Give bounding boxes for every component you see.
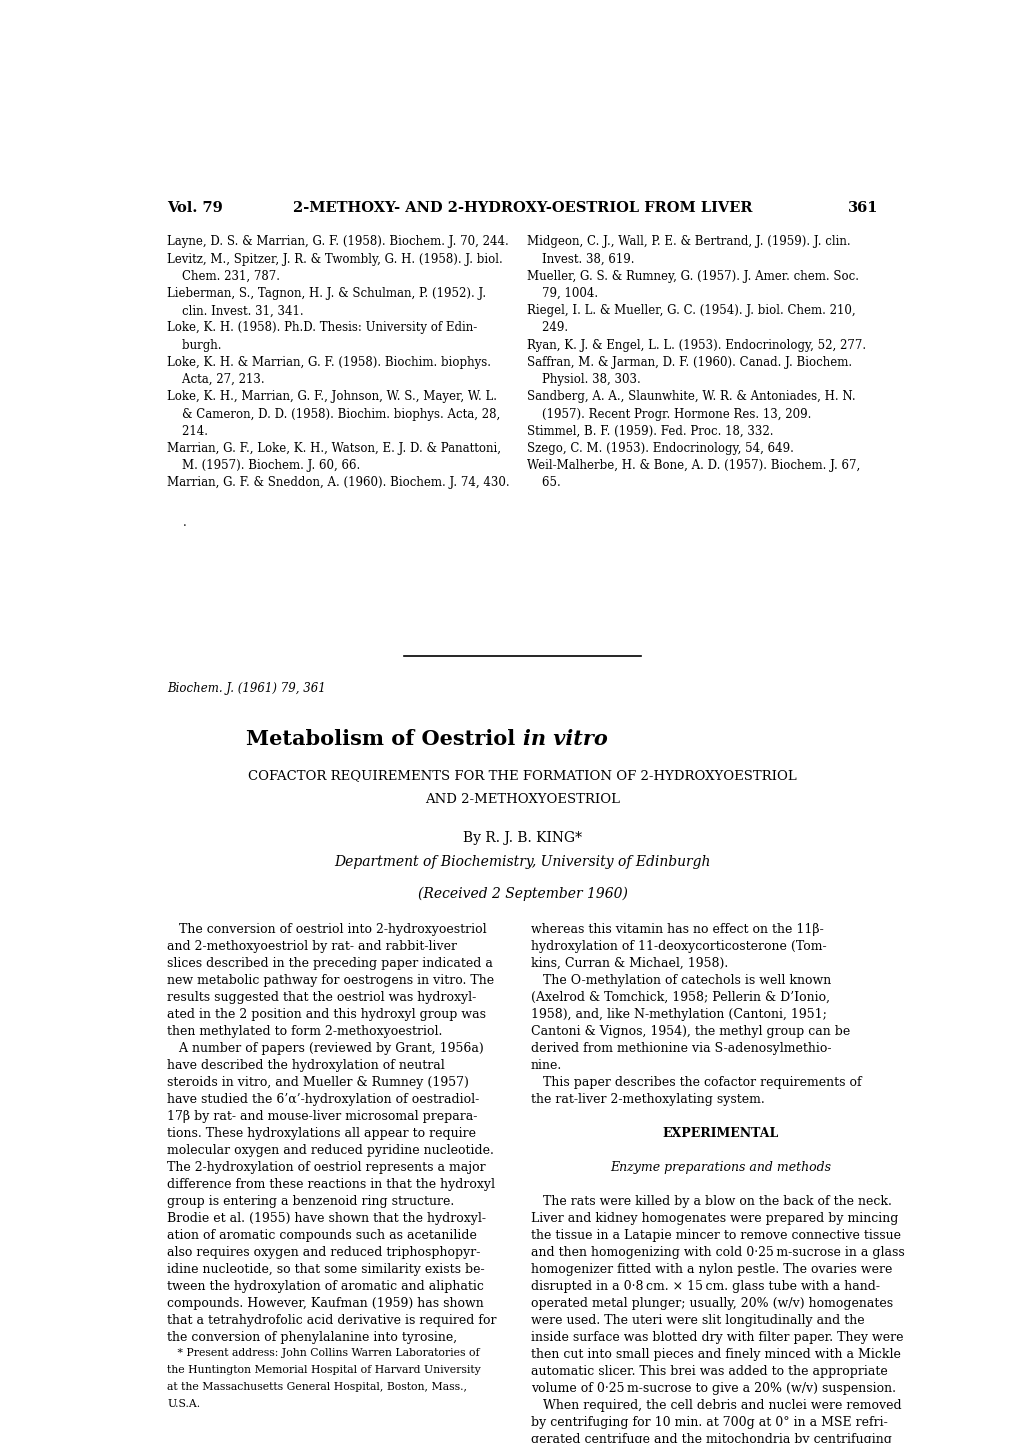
Text: idine nucleotide, so that some similarity exists be-: idine nucleotide, so that some similarit… xyxy=(167,1263,484,1276)
Text: Enzyme preparations and methods: Enzyme preparations and methods xyxy=(609,1162,830,1175)
Text: ated in the 2 position and this hydroxyl group was: ated in the 2 position and this hydroxyl… xyxy=(167,1009,485,1022)
Text: Levitz, M., Spitzer, J. R. & Twombly, G. H. (1958). J. biol.: Levitz, M., Spitzer, J. R. & Twombly, G.… xyxy=(167,253,502,266)
Text: kins, Curran & Michael, 1958).: kins, Curran & Michael, 1958). xyxy=(530,957,728,970)
Text: M. (1957). Biochem. J. 60, 66.: M. (1957). Biochem. J. 60, 66. xyxy=(167,459,360,472)
Text: The 2-hydroxylation of oestriol represents a major: The 2-hydroxylation of oestriol represen… xyxy=(167,1162,485,1175)
Text: Invest. 38, 619.: Invest. 38, 619. xyxy=(526,253,634,266)
Text: When required, the cell debris and nuclei were removed: When required, the cell debris and nucle… xyxy=(530,1400,901,1413)
Text: Sandberg, A. A., Slaunwhite, W. R. & Antoniades, H. N.: Sandberg, A. A., Slaunwhite, W. R. & Ant… xyxy=(526,391,855,404)
Text: Stimmel, B. F. (1959). Fed. Proc. 18, 332.: Stimmel, B. F. (1959). Fed. Proc. 18, 33… xyxy=(526,424,772,437)
Text: Szego, C. M. (1953). Endocrinology, 54, 649.: Szego, C. M. (1953). Endocrinology, 54, … xyxy=(526,442,793,455)
Text: Marrian, G. F., Loke, K. H., Watson, E. J. D. & Panattoni,: Marrian, G. F., Loke, K. H., Watson, E. … xyxy=(167,442,500,455)
Text: 65.: 65. xyxy=(526,476,559,489)
Text: automatic slicer. This brei was added to the appropriate: automatic slicer. This brei was added to… xyxy=(530,1365,887,1378)
Text: Loke, K. H. & Marrian, G. F. (1958). Biochim. biophys.: Loke, K. H. & Marrian, G. F. (1958). Bio… xyxy=(167,356,490,369)
Text: Weil-Malherbe, H. & Bone, A. D. (1957). Biochem. J. 67,: Weil-Malherbe, H. & Bone, A. D. (1957). … xyxy=(526,459,859,472)
Text: by centrifuging for 10 min. at 700g at 0° in a MSE refri-: by centrifuging for 10 min. at 700g at 0… xyxy=(530,1416,887,1429)
Text: have studied the 6’α’-hydroxylation of oestradiol-: have studied the 6’α’-hydroxylation of o… xyxy=(167,1094,479,1107)
Text: the tissue in a Latapie mincer to remove connective tissue: the tissue in a Latapie mincer to remove… xyxy=(530,1229,900,1242)
Text: that a tetrahydrofolic acid derivative is required for: that a tetrahydrofolic acid derivative i… xyxy=(167,1315,496,1328)
Text: 214.: 214. xyxy=(167,424,208,437)
Text: ation of aromatic compounds such as acetanilide: ation of aromatic compounds such as acet… xyxy=(167,1229,477,1242)
Text: This paper describes the cofactor requirements of: This paper describes the cofactor requir… xyxy=(530,1076,860,1089)
Text: Physiol. 38, 303.: Physiol. 38, 303. xyxy=(526,374,640,387)
Text: Riegel, I. L. & Mueller, G. C. (1954). J. biol. Chem. 210,: Riegel, I. L. & Mueller, G. C. (1954). J… xyxy=(526,304,855,317)
Text: then cut into small pieces and finely minced with a Mickle: then cut into small pieces and finely mi… xyxy=(530,1348,900,1361)
Text: whereas this vitamin has no effect on the 11β-: whereas this vitamin has no effect on th… xyxy=(530,924,822,937)
Text: Midgeon, C. J., Wall, P. E. & Bertrand, J. (1959). J. clin.: Midgeon, C. J., Wall, P. E. & Bertrand, … xyxy=(526,235,850,248)
Text: (1957). Recent Progr. Hormone Res. 13, 209.: (1957). Recent Progr. Hormone Res. 13, 2… xyxy=(526,407,810,420)
Text: Vol. 79: Vol. 79 xyxy=(167,201,222,215)
Text: Metabolism of Oestriol: Metabolism of Oestriol xyxy=(246,729,522,749)
Text: clin. Invest. 31, 341.: clin. Invest. 31, 341. xyxy=(167,304,304,317)
Text: and then homogenizing with cold 0·25 m-sucrose in a glass: and then homogenizing with cold 0·25 m-s… xyxy=(530,1247,904,1260)
Text: Chem. 231, 787.: Chem. 231, 787. xyxy=(167,270,280,283)
Text: steroids in vitro, and Mueller & Rumney (1957): steroids in vitro, and Mueller & Rumney … xyxy=(167,1076,469,1089)
Text: Ryan, K. J. & Engel, L. L. (1953). Endocrinology, 52, 277.: Ryan, K. J. & Engel, L. L. (1953). Endoc… xyxy=(526,339,865,352)
Text: results suggested that the oestriol was hydroxyl-: results suggested that the oestriol was … xyxy=(167,991,476,1004)
Text: in vitro: in vitro xyxy=(522,729,607,749)
Text: AND 2-METHOXYOESTRIOL: AND 2-METHOXYOESTRIOL xyxy=(425,794,620,807)
Text: Marrian, G. F. & Sneddon, A. (1960). Biochem. J. 74, 430.: Marrian, G. F. & Sneddon, A. (1960). Bio… xyxy=(167,476,510,489)
Text: Loke, K. H., Marrian, G. F., Johnson, W. S., Mayer, W. L.: Loke, K. H., Marrian, G. F., Johnson, W.… xyxy=(167,391,496,404)
Text: group is entering a benzenoid ring structure.: group is entering a benzenoid ring struc… xyxy=(167,1195,453,1208)
Text: were used. The uteri were slit longitudinally and the: were used. The uteri were slit longitudi… xyxy=(530,1315,863,1328)
Text: EXPERIMENTAL: EXPERIMENTAL xyxy=(661,1127,777,1140)
Text: then methylated to form 2-methoxyoestriol.: then methylated to form 2-methoxyoestrio… xyxy=(167,1025,442,1038)
Text: 361: 361 xyxy=(847,201,877,215)
Text: Saffran, M. & Jarman, D. F. (1960). Canad. J. Biochem.: Saffran, M. & Jarman, D. F. (1960). Cana… xyxy=(526,356,851,369)
Text: hydroxylation of 11-deoxycorticosterone (Tom-: hydroxylation of 11-deoxycorticosterone … xyxy=(530,941,825,954)
Text: U.S.A.: U.S.A. xyxy=(167,1400,200,1410)
Text: inside surface was blotted dry with filter paper. They were: inside surface was blotted dry with filt… xyxy=(530,1330,902,1345)
Text: slices described in the preceding paper indicated a: slices described in the preceding paper … xyxy=(167,957,492,970)
Text: A number of papers (reviewed by Grant, 1956a): A number of papers (reviewed by Grant, 1… xyxy=(167,1042,483,1055)
Text: Mueller, G. S. & Rumney, G. (1957). J. Amer. chem. Soc.: Mueller, G. S. & Rumney, G. (1957). J. A… xyxy=(526,270,858,283)
Text: The conversion of oestriol into 2-hydroxyoestriol: The conversion of oestriol into 2-hydrox… xyxy=(167,924,486,937)
Text: the conversion of phenylalanine into tyrosine,: the conversion of phenylalanine into tyr… xyxy=(167,1330,457,1345)
Text: disrupted in a 0·8 cm. × 15 cm. glass tube with a hand-: disrupted in a 0·8 cm. × 15 cm. glass tu… xyxy=(530,1280,878,1293)
Text: 2-METHOXY- AND 2-HYDROXY-OESTRIOL FROM LIVER: 2-METHOXY- AND 2-HYDROXY-OESTRIOL FROM L… xyxy=(292,201,752,215)
Text: also requires oxygen and reduced triphosphopyr-: also requires oxygen and reduced triphos… xyxy=(167,1247,480,1260)
Text: By R. J. B. KING*: By R. J. B. KING* xyxy=(463,831,582,846)
Text: operated metal plunger; usually, 20% (w/v) homogenates: operated metal plunger; usually, 20% (w/… xyxy=(530,1297,892,1310)
Text: compounds. However, Kaufman (1959) has shown: compounds. However, Kaufman (1959) has s… xyxy=(167,1297,483,1310)
Text: and 2-methoxyoestriol by rat- and rabbit-liver: and 2-methoxyoestriol by rat- and rabbit… xyxy=(167,941,457,954)
Text: new metabolic pathway for oestrogens in vitro. The: new metabolic pathway for oestrogens in … xyxy=(167,974,493,987)
Text: Biochem. J. (1961) 79, 361: Biochem. J. (1961) 79, 361 xyxy=(167,683,325,696)
Text: 79, 1004.: 79, 1004. xyxy=(526,287,597,300)
Text: Department of Biochemistry, University of Edinburgh: Department of Biochemistry, University o… xyxy=(334,856,710,869)
Text: Lieberman, S., Tagnon, H. J. & Schulman, P. (1952). J.: Lieberman, S., Tagnon, H. J. & Schulman,… xyxy=(167,287,486,300)
Text: volume of 0·25 m-sucrose to give a 20% (w/v) suspension.: volume of 0·25 m-sucrose to give a 20% (… xyxy=(530,1382,895,1395)
Text: 17β by rat- and mouse-liver microsomal prepara-: 17β by rat- and mouse-liver microsomal p… xyxy=(167,1110,477,1123)
Text: homogenizer fitted with a nylon pestle. The ovaries were: homogenizer fitted with a nylon pestle. … xyxy=(530,1263,892,1276)
Text: Liver and kidney homogenates were prepared by mincing: Liver and kidney homogenates were prepar… xyxy=(530,1212,897,1225)
Text: 249.: 249. xyxy=(526,322,568,335)
Text: have described the hydroxylation of neutral: have described the hydroxylation of neut… xyxy=(167,1059,444,1072)
Text: .: . xyxy=(182,517,186,530)
Text: difference from these reactions in that the hydroxyl: difference from these reactions in that … xyxy=(167,1177,494,1190)
Text: 1958), and, like N-methylation (Cantoni, 1951;: 1958), and, like N-methylation (Cantoni,… xyxy=(530,1009,825,1022)
Text: gerated centrifuge and the mitochondria by centrifuging: gerated centrifuge and the mitochondria … xyxy=(530,1433,891,1443)
Text: nine.: nine. xyxy=(530,1059,561,1072)
Text: COFACTOR REQUIREMENTS FOR THE FORMATION OF 2-HYDROXYOESTRIOL: COFACTOR REQUIREMENTS FOR THE FORMATION … xyxy=(249,769,796,782)
Text: Loke, K. H. (1958). Ph.D. Thesis: University of Edin-: Loke, K. H. (1958). Ph.D. Thesis: Univer… xyxy=(167,322,477,335)
Text: Layne, D. S. & Marrian, G. F. (1958). Biochem. J. 70, 244.: Layne, D. S. & Marrian, G. F. (1958). Bi… xyxy=(167,235,508,248)
Text: (Received 2 September 1960): (Received 2 September 1960) xyxy=(418,886,627,900)
Text: (Axelrod & Tomchick, 1958; Pellerin & D’Ionio,: (Axelrod & Tomchick, 1958; Pellerin & D’… xyxy=(530,991,828,1004)
Text: derived from methionine via S-adenosylmethio-: derived from methionine via S-adenosylme… xyxy=(530,1042,830,1055)
Text: the Huntington Memorial Hospital of Harvard University: the Huntington Memorial Hospital of Harv… xyxy=(167,1365,480,1375)
Text: * Present address: John Collins Warren Laboratories of: * Present address: John Collins Warren L… xyxy=(167,1348,479,1358)
Text: molecular oxygen and reduced pyridine nucleotide.: molecular oxygen and reduced pyridine nu… xyxy=(167,1144,493,1157)
Text: at the Massachusetts General Hospital, Boston, Mass.,: at the Massachusetts General Hospital, B… xyxy=(167,1382,467,1392)
Text: burgh.: burgh. xyxy=(167,339,221,352)
Text: The O-methylation of catechols is well known: The O-methylation of catechols is well k… xyxy=(530,974,830,987)
Text: & Cameron, D. D. (1958). Biochim. biophys. Acta, 28,: & Cameron, D. D. (1958). Biochim. biophy… xyxy=(167,407,499,420)
Text: The rats were killed by a blow on the back of the neck.: The rats were killed by a blow on the ba… xyxy=(530,1195,891,1208)
Text: Acta, 27, 213.: Acta, 27, 213. xyxy=(167,374,264,387)
Text: Cantoni & Vignos, 1954), the methyl group can be: Cantoni & Vignos, 1954), the methyl grou… xyxy=(530,1025,849,1038)
Text: the rat-liver 2-methoxylating system.: the rat-liver 2-methoxylating system. xyxy=(530,1094,763,1107)
Text: tions. These hydroxylations all appear to require: tions. These hydroxylations all appear t… xyxy=(167,1127,476,1140)
Text: tween the hydroxylation of aromatic and aliphatic: tween the hydroxylation of aromatic and … xyxy=(167,1280,483,1293)
Text: Brodie et al. (1955) have shown that the hydroxyl-: Brodie et al. (1955) have shown that the… xyxy=(167,1212,485,1225)
